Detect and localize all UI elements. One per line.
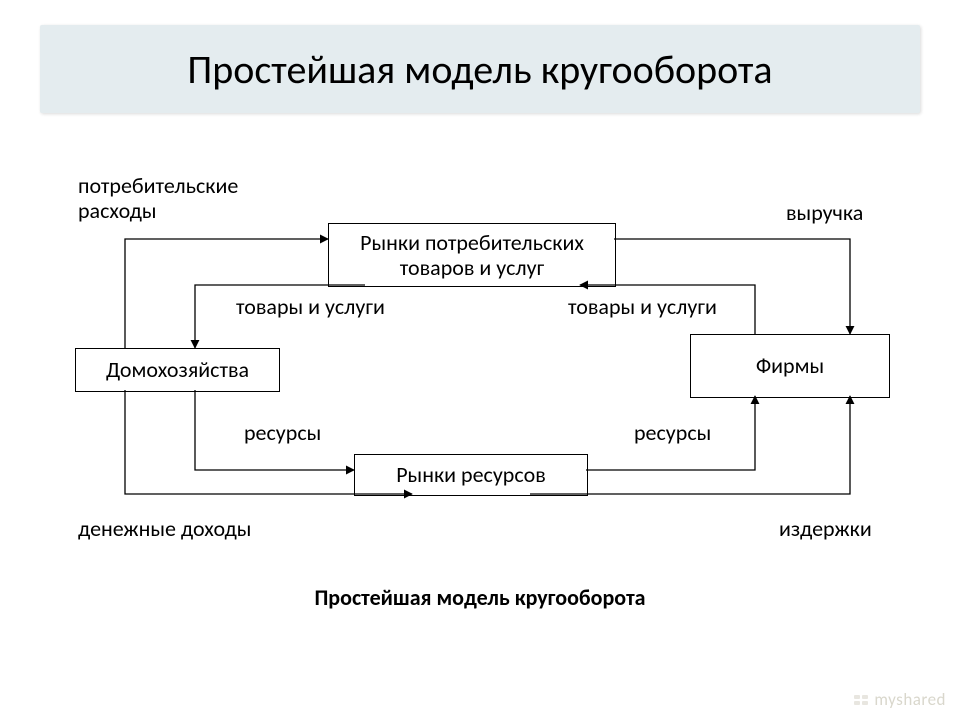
label-revenue: выручка xyxy=(786,200,863,225)
diagram-caption: Простейшая модель кругооборота xyxy=(0,584,960,611)
label-resources-right: ресурсы xyxy=(634,420,711,445)
watermark-text: myshared xyxy=(874,689,946,710)
label-money-income: денежные доходы xyxy=(78,516,251,541)
label-consumer-spending: потребительскиерасходы xyxy=(78,173,238,224)
label-resources-left: ресурсы xyxy=(244,420,321,445)
label-costs: издержки xyxy=(779,516,872,541)
node-resource-market: Рынки ресурсов xyxy=(354,454,588,496)
slide-header: Простейшая модель кругооборота xyxy=(40,25,920,113)
node-goods-market: Рынки потребительскихтоваров и услуг xyxy=(328,223,616,287)
label-goods-right: товары и услуги xyxy=(568,294,717,319)
watermark: myshared xyxy=(854,689,946,710)
node-households: Домохозяйства xyxy=(75,348,280,392)
slide-title: Простейшая модель кругооборота xyxy=(187,45,772,94)
watermark-icon xyxy=(854,695,868,705)
node-firms: Фирмы xyxy=(690,334,890,398)
label-goods-left: товары и услуги xyxy=(236,294,385,319)
